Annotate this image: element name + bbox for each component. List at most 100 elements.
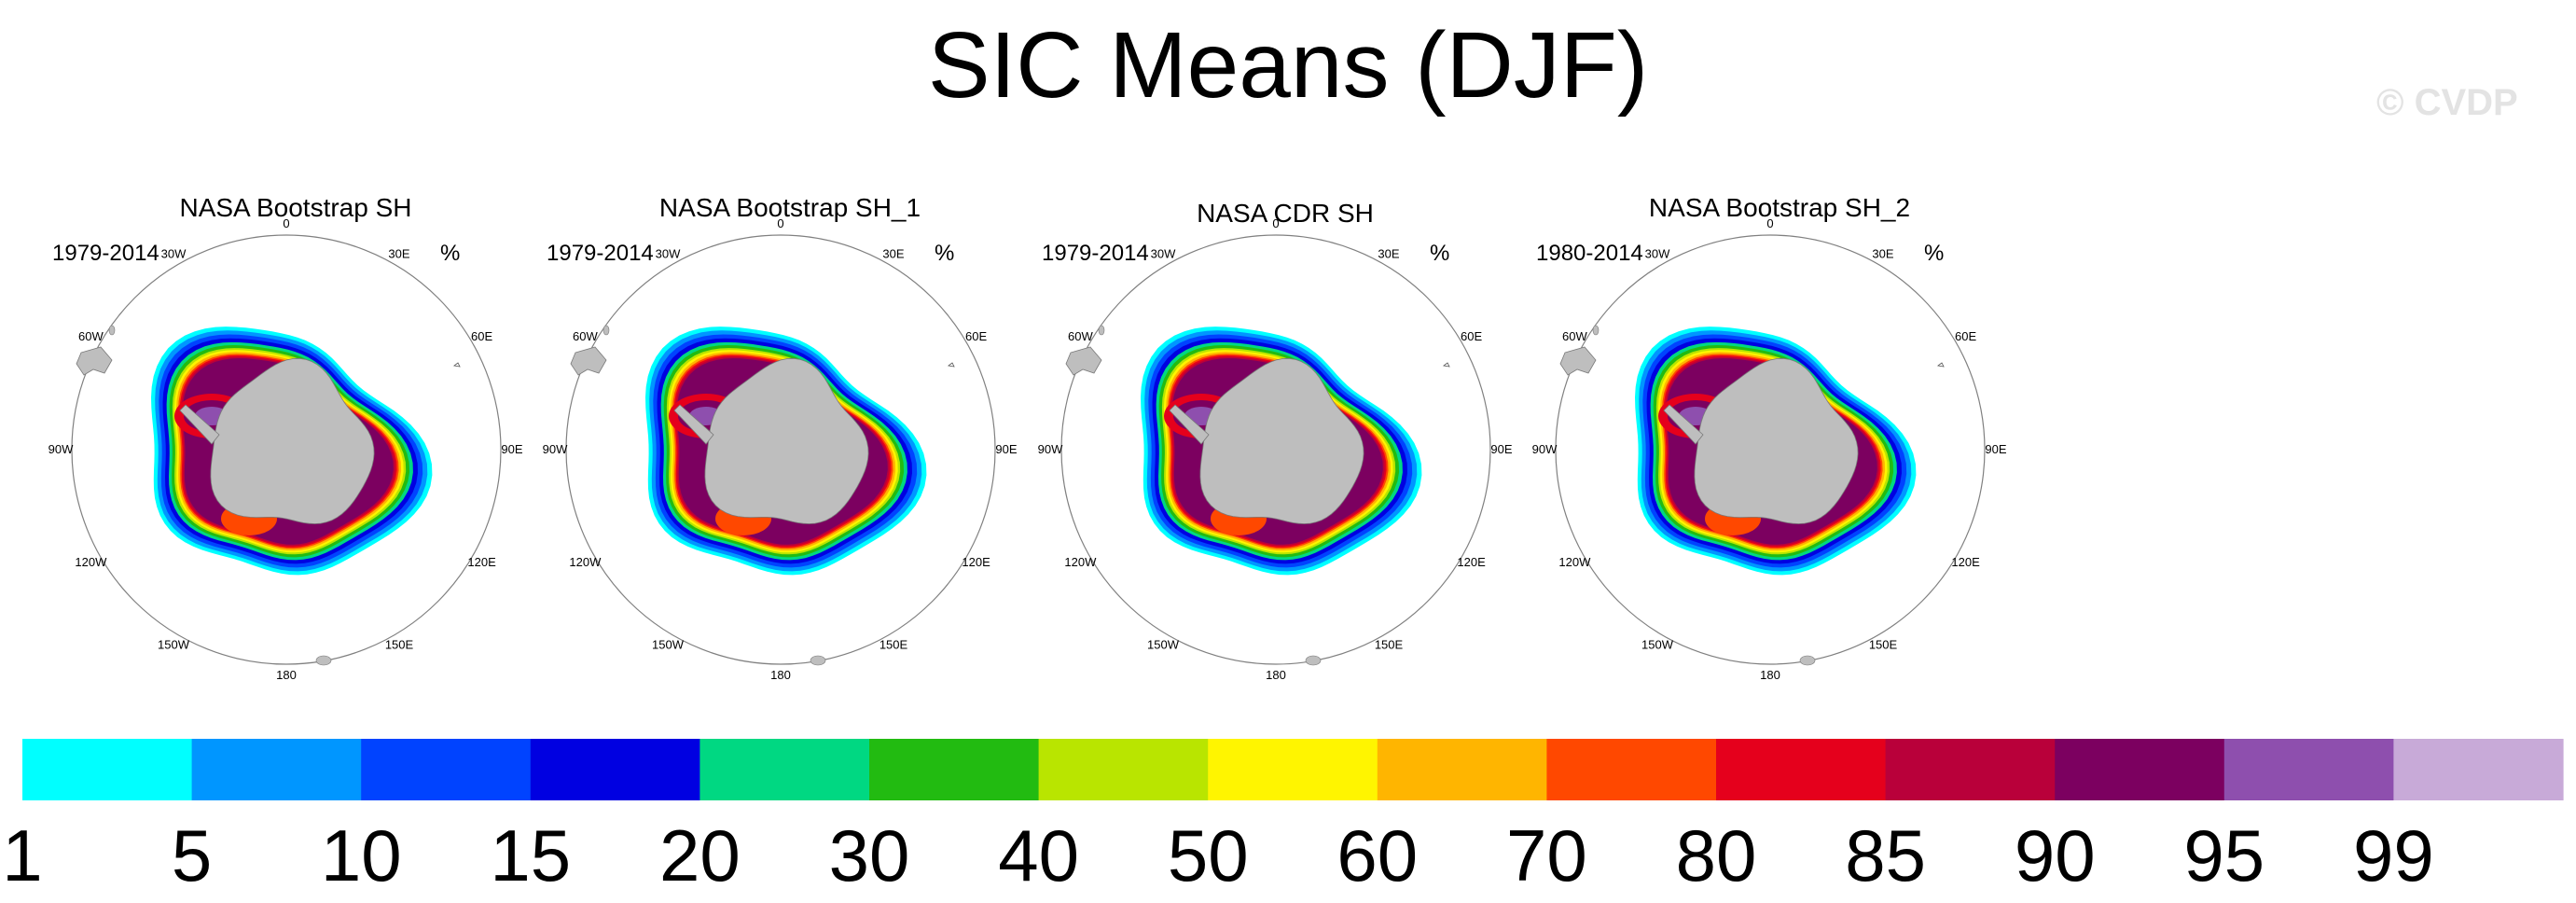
- falkland-islands: [1592, 325, 1600, 336]
- colorbar-box-3: [361, 739, 532, 800]
- new-zealand-tip: [1305, 655, 1322, 666]
- lon-label-120w: 120W: [75, 555, 107, 569]
- lon-label-60e: 60E: [1955, 329, 1976, 343]
- colorbar-label-40: 40: [998, 814, 1079, 896]
- panel-units: %: [935, 241, 955, 266]
- colorbar-label-15: 15: [490, 814, 571, 896]
- colorbar-box-9: [1377, 739, 1547, 800]
- south-america-tip: [1065, 346, 1102, 376]
- lon-label-120w: 120W: [569, 555, 602, 569]
- kerguelen-island: [1937, 362, 1945, 368]
- antarctica-landmass: [210, 357, 375, 524]
- panel-title: NASA Bootstrap SH_1: [658, 193, 921, 222]
- lon-label-60w: 60W: [78, 329, 104, 343]
- panel-title: NASA Bootstrap SH: [179, 193, 412, 222]
- colorbar-label-60: 60: [1336, 814, 1418, 896]
- lon-label-180: 180: [1760, 668, 1780, 682]
- colorbar-label-80: 80: [1676, 814, 1757, 896]
- lon-label-180: 180: [1266, 668, 1286, 682]
- lon-label-90e: 90E: [995, 442, 1017, 456]
- panel-period: 1979-2014: [547, 241, 654, 266]
- colorbar-label-30: 30: [829, 814, 910, 896]
- figure-title: SIC Means (DJF): [927, 13, 1649, 118]
- south-america-tip: [570, 346, 607, 376]
- lon-label-60e: 60E: [471, 329, 492, 343]
- colorbar-box-7: [1038, 739, 1209, 800]
- lon-label-150w: 150W: [652, 638, 685, 652]
- colorbar-box-2: [191, 739, 362, 800]
- panel-title: NASA Bootstrap SH_2: [1648, 193, 1911, 222]
- colorbar-box-1: [22, 739, 193, 800]
- lon-label-30e: 30E: [388, 246, 409, 260]
- colorbar-box-13: [2055, 739, 2225, 800]
- map-boundary: [1555, 234, 1986, 665]
- colorbar-box-4: [530, 739, 700, 800]
- lon-label-90e: 90E: [1490, 442, 1512, 456]
- lon-label-0: 0: [1766, 216, 1773, 230]
- lon-label-120w: 120W: [1558, 555, 1591, 569]
- falkland-islands: [602, 325, 610, 336]
- map-panel-2: NASA Bootstrap SH_1 1979-2014 % 0 30E 60E 9…: [543, 187, 1037, 709]
- map-boundary: [71, 234, 502, 665]
- lon-label-60e: 60E: [965, 329, 987, 343]
- falkland-islands: [1098, 325, 1105, 336]
- lon-label-90w: 90W: [48, 442, 74, 456]
- panel-period: 1979-2014: [52, 241, 159, 266]
- map-boundary: [565, 234, 996, 665]
- colorbar-label-1: 1: [2, 814, 42, 896]
- colorbar-label-99: 99: [2353, 814, 2434, 896]
- lon-label-90w: 90W: [1038, 442, 1063, 456]
- cvdp-watermark: © CVDP: [2376, 82, 2518, 123]
- antarctic-peninsula: [1663, 404, 1704, 445]
- kerguelen-island: [948, 362, 955, 368]
- colorbar-box-5: [699, 739, 870, 800]
- panel-title: NASA CDR SH: [1197, 199, 1374, 228]
- lon-label-30w: 30W: [161, 246, 187, 260]
- lon-label-150w: 150W: [158, 638, 190, 652]
- colorbar-label-5: 5: [172, 814, 212, 896]
- colorbar-box-14: [2223, 739, 2394, 800]
- colorbar-label-20: 20: [659, 814, 741, 896]
- new-zealand-tip: [1799, 655, 1816, 666]
- lon-label-90e: 90E: [1985, 442, 2006, 456]
- lon-label-150e: 150E: [879, 638, 908, 652]
- antarctic-peninsula: [179, 404, 220, 445]
- lon-label-60e: 60E: [1461, 329, 1482, 343]
- lon-label-120e: 120E: [1457, 555, 1486, 569]
- lon-label-90w: 90W: [1532, 442, 1558, 456]
- antarctica-landmass: [704, 357, 869, 524]
- panel-units: %: [1430, 241, 1450, 266]
- lon-label-30w: 30W: [1645, 246, 1670, 260]
- panel-units: %: [440, 241, 461, 266]
- lon-label-0: 0: [1272, 216, 1279, 230]
- lon-label-30e: 30E: [1378, 246, 1399, 260]
- panel-units: %: [1924, 241, 1945, 266]
- antarctic-peninsula: [1169, 404, 1210, 445]
- lon-label-30w: 30W: [1151, 246, 1176, 260]
- lon-label-150e: 150E: [385, 638, 414, 652]
- kerguelen-island: [1443, 362, 1450, 368]
- falkland-islands: [108, 325, 116, 336]
- lon-label-30w: 30W: [656, 246, 681, 260]
- lon-label-0: 0: [777, 216, 783, 230]
- lon-label-120e: 120E: [467, 555, 496, 569]
- kerguelen-island: [453, 362, 461, 368]
- panel-period: 1979-2014: [1042, 241, 1149, 266]
- colorbar-box-8: [1208, 739, 1378, 800]
- colorbar-box-6: [869, 739, 1040, 800]
- south-america-tip: [76, 346, 113, 376]
- polar-map: 0 30E 60E 90E 120E 150E 180 150W 120W 90W 60W 30W: [1532, 216, 2007, 682]
- map-panel-4: NASA Bootstrap SH_2 1980-2014 % 0 30E 60E 9…: [1532, 187, 2027, 709]
- south-america-tip: [1559, 346, 1597, 376]
- map-boundary: [1060, 234, 1491, 665]
- lon-label-150e: 150E: [1869, 638, 1898, 652]
- lon-label-90w: 90W: [543, 442, 568, 456]
- lon-label-150w: 150W: [1641, 638, 1674, 652]
- colorbar-label-70: 70: [1506, 814, 1587, 896]
- colorbar-label-50: 50: [1168, 814, 1249, 896]
- new-zealand-tip: [315, 655, 332, 666]
- lon-label-150w: 150W: [1147, 638, 1180, 652]
- lon-label-120e: 120E: [1951, 555, 1980, 569]
- colorbar-box-11: [1716, 739, 1887, 800]
- colorbar-label-85: 85: [1845, 814, 1926, 896]
